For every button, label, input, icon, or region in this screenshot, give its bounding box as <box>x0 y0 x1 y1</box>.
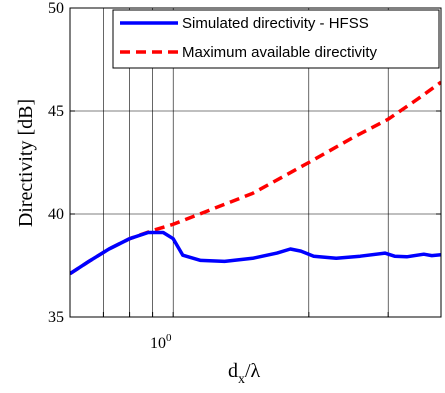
legend-label-maximum: Maximum available directivity <box>182 44 378 61</box>
series-lines <box>70 80 441 276</box>
plot-frame <box>69 7 442 318</box>
x-tick-base: 10 <box>150 335 166 352</box>
y-tick-label: 45 <box>48 103 64 120</box>
series-line-simulated <box>70 230 441 276</box>
y-tick-label: 35 <box>48 309 64 326</box>
y-tick-label: 50 <box>48 0 64 17</box>
x-tick-label-major: 100 <box>150 332 172 352</box>
legend-box <box>112 9 440 69</box>
legend-label-simulated: Simulated directivity - HFSS <box>182 15 369 32</box>
x-axis-label-suffix: /λ <box>245 360 261 382</box>
x-axis-label: dx/λ <box>228 360 261 387</box>
series-line-maximum <box>70 80 441 276</box>
y-tick-label: 40 <box>48 206 64 223</box>
x-tick-exponent: 0 <box>166 332 172 344</box>
legend: Simulated directivity - HFSS Maximum ava… <box>112 9 440 69</box>
y-axis-label: Directivity [dB] <box>15 99 37 227</box>
series-group <box>70 80 441 276</box>
x-axis-label-main: d <box>228 360 238 382</box>
x-axis-label-subscript: x <box>238 372 245 387</box>
axis-ticks: 35 40 45 50 <box>48 0 442 326</box>
